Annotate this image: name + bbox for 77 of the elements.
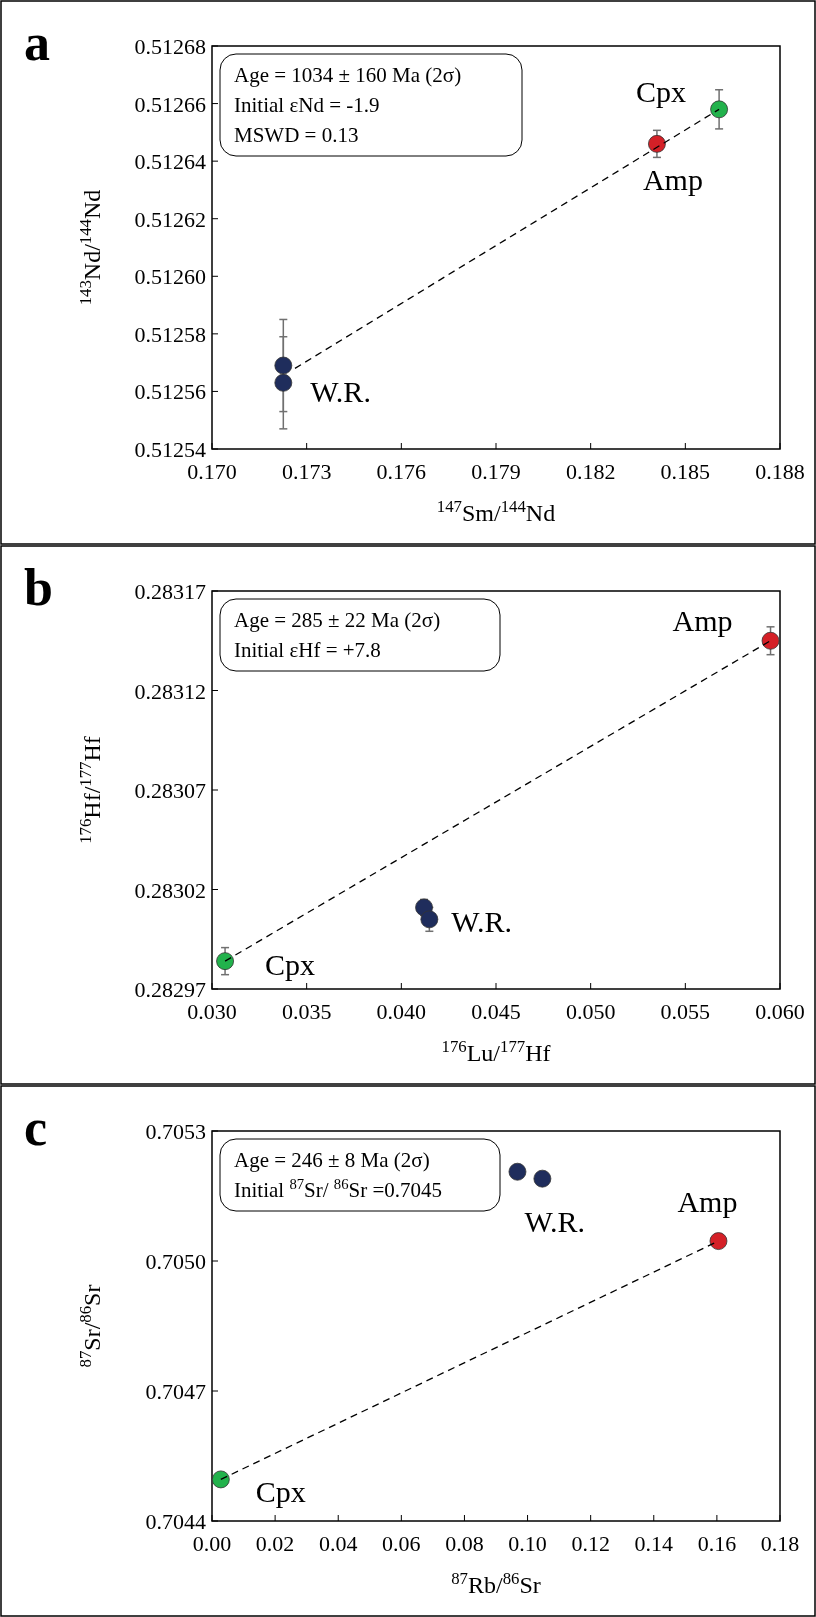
x-tick-label: 0.040 bbox=[376, 999, 427, 1024]
x-tick-label: 0.045 bbox=[471, 999, 521, 1024]
x-axis-title: $^{87}$Rb/$^{86}$Sr bbox=[451, 1568, 541, 1598]
x-tick-label: 0.185 bbox=[660, 459, 711, 484]
chart-title: b bbox=[24, 559, 53, 616]
chart-title: a bbox=[24, 14, 50, 71]
annotation: Initial εNd = -1.9 bbox=[234, 93, 380, 117]
y-tick-label: 0.7047 bbox=[145, 1379, 206, 1404]
series-label: W.R. bbox=[524, 1204, 585, 1238]
annotation: Age = 246 ± 8 Ma (2σ) bbox=[234, 1148, 430, 1172]
point bbox=[648, 134, 666, 153]
x-tick-label: 0.10 bbox=[508, 1531, 547, 1556]
x-tick-label: 0.00 bbox=[192, 1531, 232, 1556]
y-tick-label: 0.28302 bbox=[134, 877, 206, 903]
y-tick-label: 0.7053 bbox=[145, 1119, 206, 1144]
y-tick-label: 0.51268 bbox=[134, 34, 206, 59]
y-tick-label: 0.51262 bbox=[134, 206, 206, 232]
y-tick-label: 0.51266 bbox=[134, 91, 206, 117]
point bbox=[761, 631, 780, 650]
x-tick-label: 0.12 bbox=[571, 1531, 610, 1556]
text-box: Age = 246 ± 8 Ma (2σ) Initial $^{87}$Sr/ $^{86}$Sr =0.7045 bbox=[219, 1138, 501, 1212]
x-tick-label: 0.170 bbox=[187, 459, 237, 484]
y-tick-label: 0.51258 bbox=[134, 321, 206, 347]
x-tick-label: 0.04 bbox=[318, 1531, 358, 1556]
x-tick-label: 0.08 bbox=[445, 1531, 484, 1556]
y-tick-label: 0.51264 bbox=[134, 149, 206, 175]
y-tick-label: 0.51260 bbox=[134, 264, 206, 290]
x-tick-label: 0.02 bbox=[255, 1531, 295, 1556]
x-tick-label: 0.030 bbox=[187, 999, 237, 1024]
chart-title: c bbox=[24, 1099, 48, 1156]
annotation: Age = 285 ± 22 Ma (2σ) bbox=[234, 608, 441, 632]
point bbox=[508, 1162, 527, 1181]
x-tick-label: 0.06 bbox=[382, 1531, 421, 1556]
series-label: W.R. bbox=[451, 905, 512, 939]
x-tick-label: 0.14 bbox=[634, 1531, 674, 1556]
point bbox=[211, 1470, 230, 1489]
annotation: Initial $^{87}$Sr/ $^{86}$Sr =0.7045 bbox=[234, 1176, 443, 1202]
annotation: Age = 1034 ± 160 Ma (2σ) bbox=[234, 63, 462, 87]
point bbox=[274, 373, 293, 392]
x-tick-label: 0.182 bbox=[565, 459, 616, 484]
y-tick-label: 0.7050 bbox=[145, 1249, 206, 1274]
series-label: Cpx bbox=[636, 75, 687, 109]
x-tick-label: 0.055 bbox=[660, 999, 711, 1024]
point bbox=[216, 952, 234, 971]
series-label: Amp bbox=[672, 603, 733, 637]
y-tick-label: 0.28312 bbox=[134, 678, 206, 704]
x-tick-label: 0.16 bbox=[697, 1531, 737, 1556]
y-tick-label: 0.28317 bbox=[134, 579, 206, 604]
x-tick-label: 0.179 bbox=[471, 459, 521, 484]
series-label: Amp bbox=[677, 1185, 738, 1219]
series-label: Cpx bbox=[265, 948, 316, 982]
series-label: Amp bbox=[642, 162, 703, 196]
annotation: Initial εHf = +7.8 bbox=[234, 638, 381, 662]
point bbox=[709, 1232, 728, 1250]
x-axis-title: $^{176}$Lu/$^{177}$Hf bbox=[441, 1036, 551, 1066]
point bbox=[533, 1169, 552, 1188]
x-axis-title: $^{147}$Sm/$^{144}$Nd bbox=[436, 496, 556, 526]
y-tick-label: 0.7044 bbox=[145, 1509, 206, 1534]
y-tick-label: 0.51254 bbox=[134, 437, 206, 462]
x-tick-label: 0.060 bbox=[755, 999, 805, 1024]
x-tick-label: 0.173 bbox=[281, 459, 332, 484]
x-tick-label: 0.188 bbox=[755, 459, 805, 484]
y-tick-label: 0.28297 bbox=[134, 977, 206, 1002]
point bbox=[710, 100, 728, 119]
x-tick-label: 0.035 bbox=[281, 999, 332, 1024]
annotation: MSWD = 0.13 bbox=[234, 123, 359, 147]
point bbox=[274, 356, 293, 375]
text-box: Age = 1034 ± 160 Ma (2σ) Initial εNd = -1.9 MSWD = 0.13 bbox=[219, 53, 523, 157]
y-tick-label: 0.51256 bbox=[134, 379, 206, 405]
text-box: Age = 285 ± 22 Ma (2σ) Initial εHf = +7.8 bbox=[219, 598, 501, 672]
point bbox=[420, 910, 439, 929]
series-label: W.R. bbox=[310, 374, 371, 408]
x-tick-label: 0.050 bbox=[565, 999, 616, 1024]
y-tick-label: 0.28307 bbox=[134, 778, 206, 803]
series-label: Cpx bbox=[255, 1475, 306, 1509]
x-tick-label: 0.18 bbox=[760, 1531, 800, 1556]
x-tick-label: 0.176 bbox=[376, 459, 427, 484]
